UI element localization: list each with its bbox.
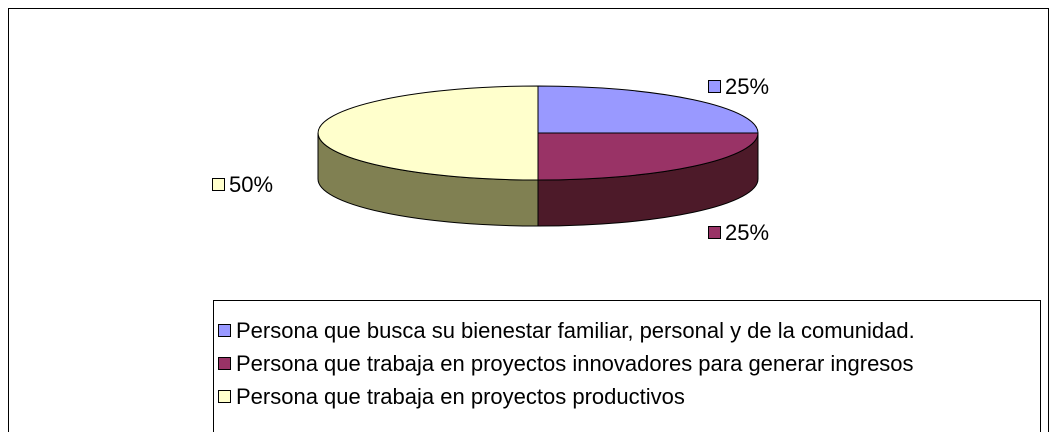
data-label: 50% xyxy=(229,172,273,197)
legend-label: Persona que trabaja en proyectos innovad… xyxy=(236,351,914,376)
legend-label: Persona que busca su bienestar familiar,… xyxy=(236,318,915,343)
legend-box xyxy=(213,300,1041,432)
legend-swatch xyxy=(218,390,231,403)
label-swatch xyxy=(708,80,721,93)
pie-slice xyxy=(317,85,539,181)
label-swatch xyxy=(708,226,721,239)
data-label: 25% xyxy=(725,220,769,245)
pie-slice xyxy=(537,85,759,134)
legend-label: Persona que trabaja en proyectos product… xyxy=(236,384,685,409)
pie-slice xyxy=(537,132,759,181)
legend-swatch xyxy=(218,357,231,370)
data-label: 25% xyxy=(725,74,769,99)
legend-swatch xyxy=(218,324,231,337)
label-swatch xyxy=(212,178,225,191)
